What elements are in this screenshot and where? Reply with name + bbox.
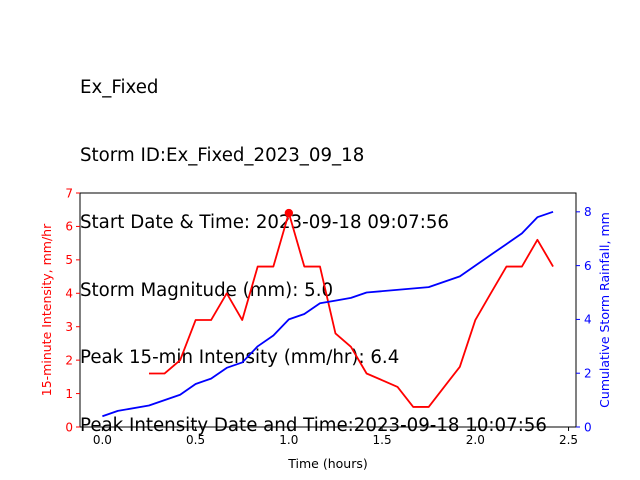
x-tick-label: 1.5 (373, 433, 392, 447)
right-y-axis-label: Cumulative Storm Rainfall, mm (597, 212, 612, 408)
intensity-series-line (148, 212, 554, 408)
x-tick-label: 0.0 (93, 433, 112, 447)
left-y-tick-label: 5 (65, 253, 73, 267)
left-y-tick-label: 3 (65, 320, 73, 334)
chart-title-block: Ex_Fixed Storm ID:Ex_Fixed_2023_09_18 St… (80, 32, 547, 460)
right-y-tick-label: 6 (584, 259, 592, 273)
left-y-tick-label: 6 (65, 220, 73, 234)
x-axis-label: Time (hours) (287, 456, 367, 471)
left-y-tick-label: 7 (65, 186, 73, 200)
x-tick-label: 2.0 (466, 433, 485, 447)
peak-intensity-marker (284, 208, 294, 218)
x-tick-label: 0.5 (186, 433, 205, 447)
cumulative-series-line (102, 210, 554, 418)
title-line-storm-id: Storm ID:Ex_Fixed_2023_09_18 (80, 144, 365, 166)
left-y-tick-label: 0 (65, 420, 73, 434)
x-tick-label: 1.0 (279, 433, 298, 447)
right-y-tick-label: 0 (584, 420, 592, 434)
x-tick-label: 2.5 (559, 433, 578, 447)
title-line-start: Start Date & Time: 2023-09-18 09:07:56 (80, 212, 450, 233)
left-y-tick-label: 4 (65, 287, 73, 301)
plot-frame (79, 192, 577, 428)
title-line-peak-time: Peak Intensity Date and Time:2023-09-18 … (80, 414, 547, 436)
right-y-tick-label: 4 (584, 313, 592, 327)
left-y-axis-label: 15-minute Intensity, mm/hr (39, 223, 54, 396)
left-y-tick-label: 1 (65, 387, 73, 401)
plot-area: 0.0 0.5 1.0 1.5 2.0 2.5 0 1 2 3 4 5 6 7 0 2 4 6 8 (65, 186, 591, 447)
title-line-name: Ex_Fixed (80, 77, 159, 98)
right-y-tick-label: 8 (584, 205, 592, 219)
left-y-tick-label: 2 (65, 353, 73, 367)
right-y-tick-label: 2 (584, 367, 592, 381)
